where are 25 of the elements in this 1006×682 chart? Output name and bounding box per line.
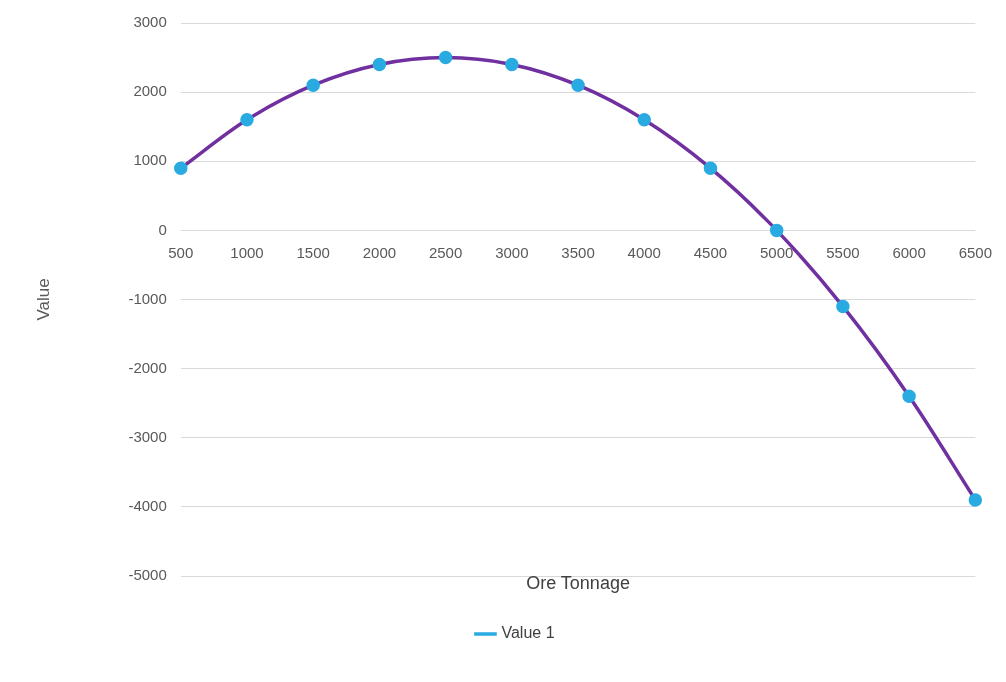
x-tick-label: 4500	[693, 243, 728, 261]
x-tick-label: 1000	[230, 243, 264, 261]
x-tick-label: 5500	[826, 243, 860, 261]
x-tick-label: 5000	[759, 243, 794, 261]
y-axis-title: Value	[33, 278, 53, 321]
x-tick-label: 6000	[892, 243, 926, 261]
y-tick-label: -4000	[128, 497, 167, 515]
y-tick-label: 1000	[133, 151, 167, 169]
y-tick-label: -1000	[128, 289, 167, 307]
x-tick-label: 3000	[495, 243, 529, 261]
x-tick-label: 2500	[428, 243, 463, 261]
x-axis-title: Ore Tonnage	[526, 572, 630, 593]
y-tick-label: -5000	[128, 566, 167, 584]
y-tick-label: 2000	[133, 82, 167, 100]
y-tick-label: -2000	[128, 358, 167, 376]
y-tick-label: 0	[158, 220, 167, 238]
x-tick-label: 4000	[627, 243, 661, 261]
x-tick-label: 6500	[958, 243, 992, 261]
x-tick-label: 2000	[362, 243, 397, 261]
x-tick-label: 500	[168, 243, 194, 261]
y-tick-label: 3000	[133, 13, 167, 31]
legend-label: Value 1	[501, 624, 555, 642]
x-tick-label: 1500	[296, 243, 330, 261]
y-tick-label: -3000	[128, 427, 167, 445]
x-tick-label: 3500	[561, 243, 595, 261]
